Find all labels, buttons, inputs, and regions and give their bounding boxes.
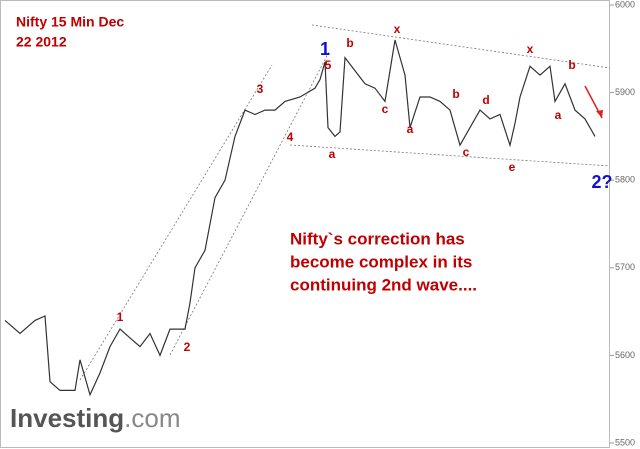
- wave-label: b: [568, 58, 575, 72]
- wave-label: d: [482, 93, 489, 107]
- wave-label: x: [527, 42, 534, 56]
- logo-suffix: .com: [124, 403, 180, 433]
- wave-label: c: [382, 102, 389, 116]
- logo-brand: Investing: [10, 403, 124, 433]
- y-tick-label: 5500: [615, 437, 635, 447]
- wave-label: b: [452, 87, 459, 101]
- wave-label: e: [509, 160, 516, 174]
- wave-label: c: [463, 145, 470, 159]
- trend-line: [79, 64, 273, 381]
- wave-label: 1: [320, 39, 330, 59]
- commentary: become complex in its: [290, 252, 472, 271]
- y-tick-label: 5800: [615, 175, 635, 185]
- wave-label: 1: [117, 310, 124, 324]
- commentary: continuing 2nd wave....: [290, 275, 477, 294]
- arrow-head: [596, 110, 603, 118]
- wave-label: a: [555, 108, 562, 122]
- wave-label: a: [329, 147, 336, 161]
- title: 22 2012: [16, 34, 67, 50]
- wave-label: b: [346, 36, 353, 50]
- wave-label: a: [407, 122, 414, 136]
- wave-label: 2?: [591, 172, 612, 192]
- trend-line: [169, 49, 331, 356]
- title: Nifty 15 Min Dec: [16, 14, 124, 30]
- wave-label: 2: [184, 340, 191, 354]
- plot-frame: [0, 0, 610, 448]
- logo: Investing.com: [10, 403, 180, 433]
- wave-label: 3: [257, 82, 264, 96]
- y-tick-label: 6000: [615, 0, 635, 9]
- wave-label: 5: [325, 58, 332, 72]
- y-tick-label: 5700: [615, 262, 635, 272]
- price-line: [4, 39, 596, 397]
- y-tick-label: 5600: [615, 350, 635, 360]
- commentary: Nifty`s correction has: [290, 229, 465, 248]
- trend-line: [289, 144, 611, 167]
- y-tick-label: 5900: [615, 87, 635, 97]
- wave-label: 4: [287, 130, 294, 144]
- wave-label: x: [394, 22, 401, 36]
